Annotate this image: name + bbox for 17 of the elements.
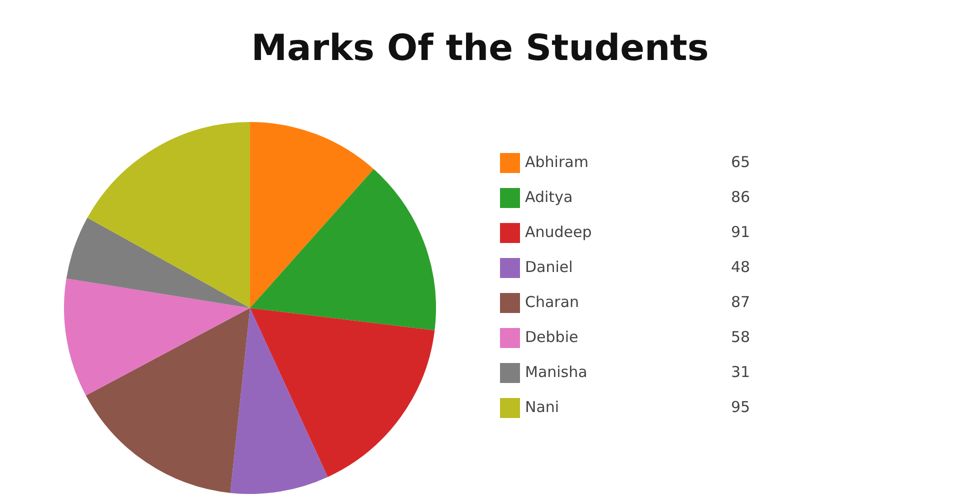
legend-label: Manisha <box>525 363 588 381</box>
data-label: 65 <box>731 153 750 171</box>
data-label: 48 <box>731 258 750 276</box>
legend-label: Abhiram <box>525 153 588 171</box>
data-label: 87 <box>731 293 750 311</box>
legend-label: Debbie <box>525 328 578 346</box>
chart-title: Marks Of the Students <box>250 28 710 69</box>
data-label: 58 <box>731 328 750 346</box>
legend-label: Daniel <box>525 258 573 276</box>
legend-label: Charan <box>525 293 580 311</box>
legend-label: Nani <box>525 398 560 416</box>
data-label: 86 <box>731 188 750 206</box>
legend-label: Anudeep <box>525 223 592 241</box>
data-label: 31 <box>731 363 750 381</box>
data-label: 95 <box>731 398 750 416</box>
legend-label: Aditya <box>525 188 573 206</box>
data-label: 91 <box>731 223 750 241</box>
